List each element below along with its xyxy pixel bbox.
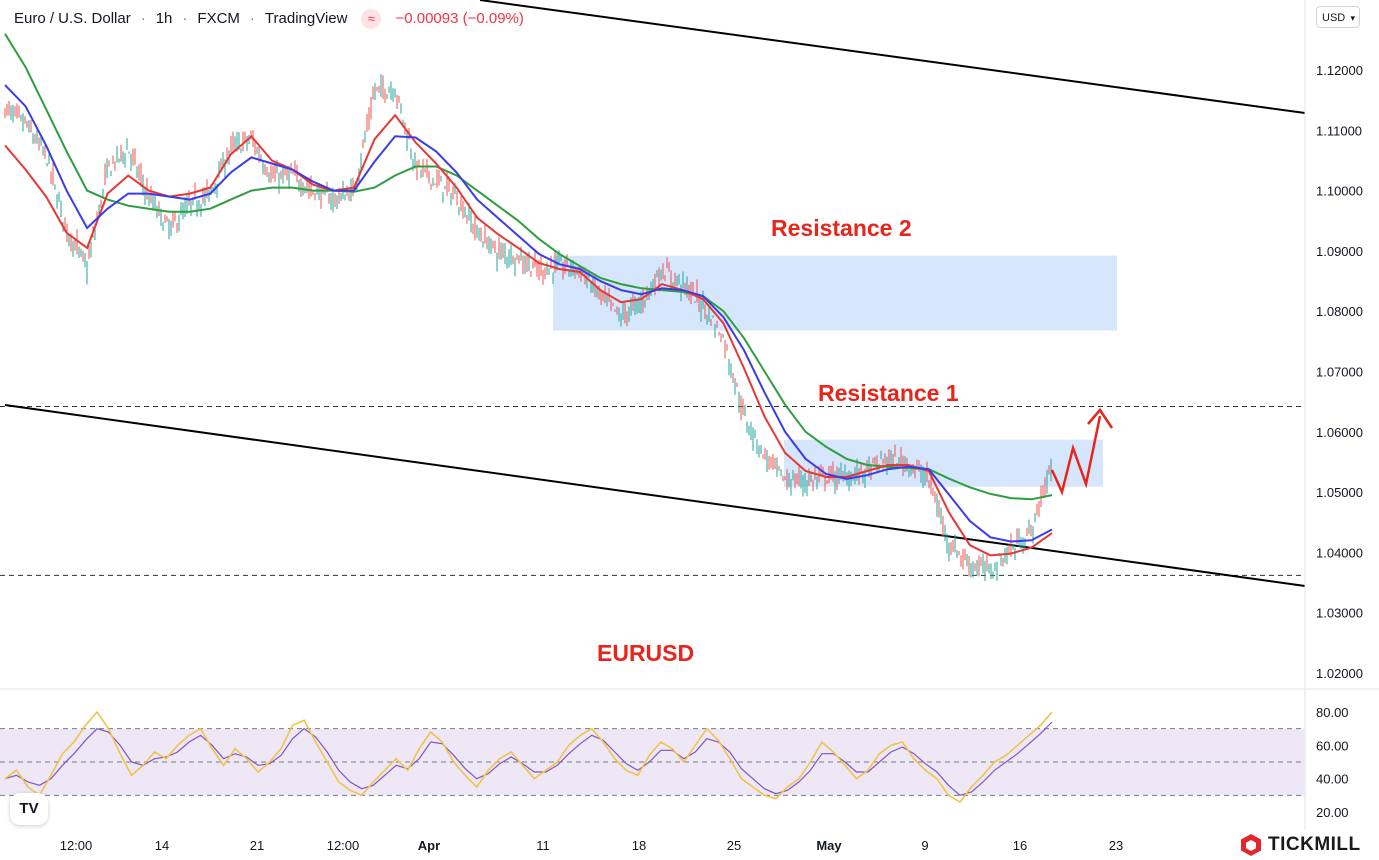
price-tick-label: 1.10000 [1316, 184, 1363, 199]
separator-dot: · [140, 9, 146, 27]
time-tick-label: 16 [1013, 838, 1027, 853]
time-axis[interactable]: 12:00 14 21 12:00 Apr 11 18 25 May 9 16 23 [60, 838, 1124, 853]
time-tick-label: 18 [632, 838, 646, 853]
price-axis[interactable]: 1.12000 1.11000 1.10000 1.09000 1.08000 1.070… [1316, 63, 1363, 681]
separator-dot: · [182, 9, 188, 27]
rsi-tick-label: 20.00 [1316, 805, 1349, 820]
tradingview-logo-icon[interactable]: TV [10, 793, 48, 825]
tickmill-logo: TICKMILL [1240, 832, 1361, 858]
time-tick-label: 21 [250, 838, 264, 853]
horizontal-levels [0, 405, 1305, 576]
currency-label: USD [1322, 12, 1346, 24]
price-tick-label: 1.07000 [1316, 365, 1363, 380]
projection-arrow-head [1087, 407, 1114, 429]
exchange-label: FXCM [197, 9, 240, 27]
time-tick-label: 12:00 [60, 838, 93, 853]
chart-annotations: Resistance 2 Resistance 1 EURUSD [597, 215, 959, 666]
time-tick-label: 23 [1109, 838, 1123, 853]
price-tick-label: 1.11000 [1316, 123, 1362, 138]
separator-dot: · [249, 9, 255, 27]
chart-title: EURUSD [597, 640, 694, 666]
upper-trend-line[interactable] [479, 0, 1306, 114]
lower-trend-line[interactable] [4, 404, 1306, 587]
price-tick-label: 1.12000 [1316, 63, 1363, 78]
currency-selector[interactable]: USD ▾ [1316, 6, 1360, 28]
ema-fast-line [4, 113, 1053, 557]
time-tick-label: 14 [155, 838, 169, 853]
rsi-line [4, 721, 1053, 796]
price-tick-label: 1.06000 [1316, 425, 1363, 440]
rsi-axis[interactable]: 80.00 60.00 40.00 20.00 [1316, 705, 1349, 820]
time-tick-label: May [816, 838, 842, 853]
symbol-name[interactable]: Euro / U.S. Dollar [14, 9, 131, 27]
tickmill-mark-icon [1241, 834, 1261, 856]
time-tick-label: 9 [921, 838, 928, 853]
time-tick-label: Apr [418, 838, 440, 853]
time-tick-label: 25 [727, 838, 741, 853]
resistance-zones [553, 255, 1117, 487]
rsi-tick-label: 80.00 [1316, 705, 1349, 720]
annotation-label: Resistance 2 [771, 215, 912, 241]
brand-name: TICKMILL [1268, 834, 1361, 855]
time-tick-label: 12:00 [327, 838, 360, 853]
rsi-tick-label: 60.00 [1316, 738, 1349, 753]
chart-header: Euro / U.S. Dollar · 1h · FXCM · TradingView ≈ −… [14, 9, 534, 29]
rsi-signal-line [4, 710, 1053, 804]
time-tick-label: 11 [536, 838, 550, 853]
price-tick-label: 1.05000 [1316, 485, 1363, 500]
price-tick-label: 1.02000 [1316, 666, 1363, 681]
price-change: −0.00093 (−0.09%) [395, 9, 524, 27]
price-tick-label: 1.08000 [1316, 304, 1363, 319]
ema-mid-line [4, 84, 1053, 543]
rsi-tick-label: 40.00 [1316, 772, 1349, 787]
moving-averages [4, 33, 1053, 557]
rsi-pane[interactable] [0, 710, 1305, 804]
wave-icon[interactable]: ≈ [361, 9, 382, 29]
annotation-label: Resistance 1 [818, 380, 959, 406]
price-tick-label: 1.04000 [1316, 545, 1363, 560]
platform-label: TradingView [264, 9, 348, 27]
projection-arrow [1050, 415, 1102, 496]
main-plot-area[interactable]: Resistance 2 Resistance 1 EURUSD [0, 0, 1306, 666]
price-tick-label: 1.03000 [1316, 606, 1363, 621]
chevron-down-icon: ▾ [1350, 13, 1355, 23]
ema-slow-line [4, 33, 1053, 501]
interval-label[interactable]: 1h [155, 9, 173, 27]
price-tick-label: 1.09000 [1316, 244, 1363, 259]
